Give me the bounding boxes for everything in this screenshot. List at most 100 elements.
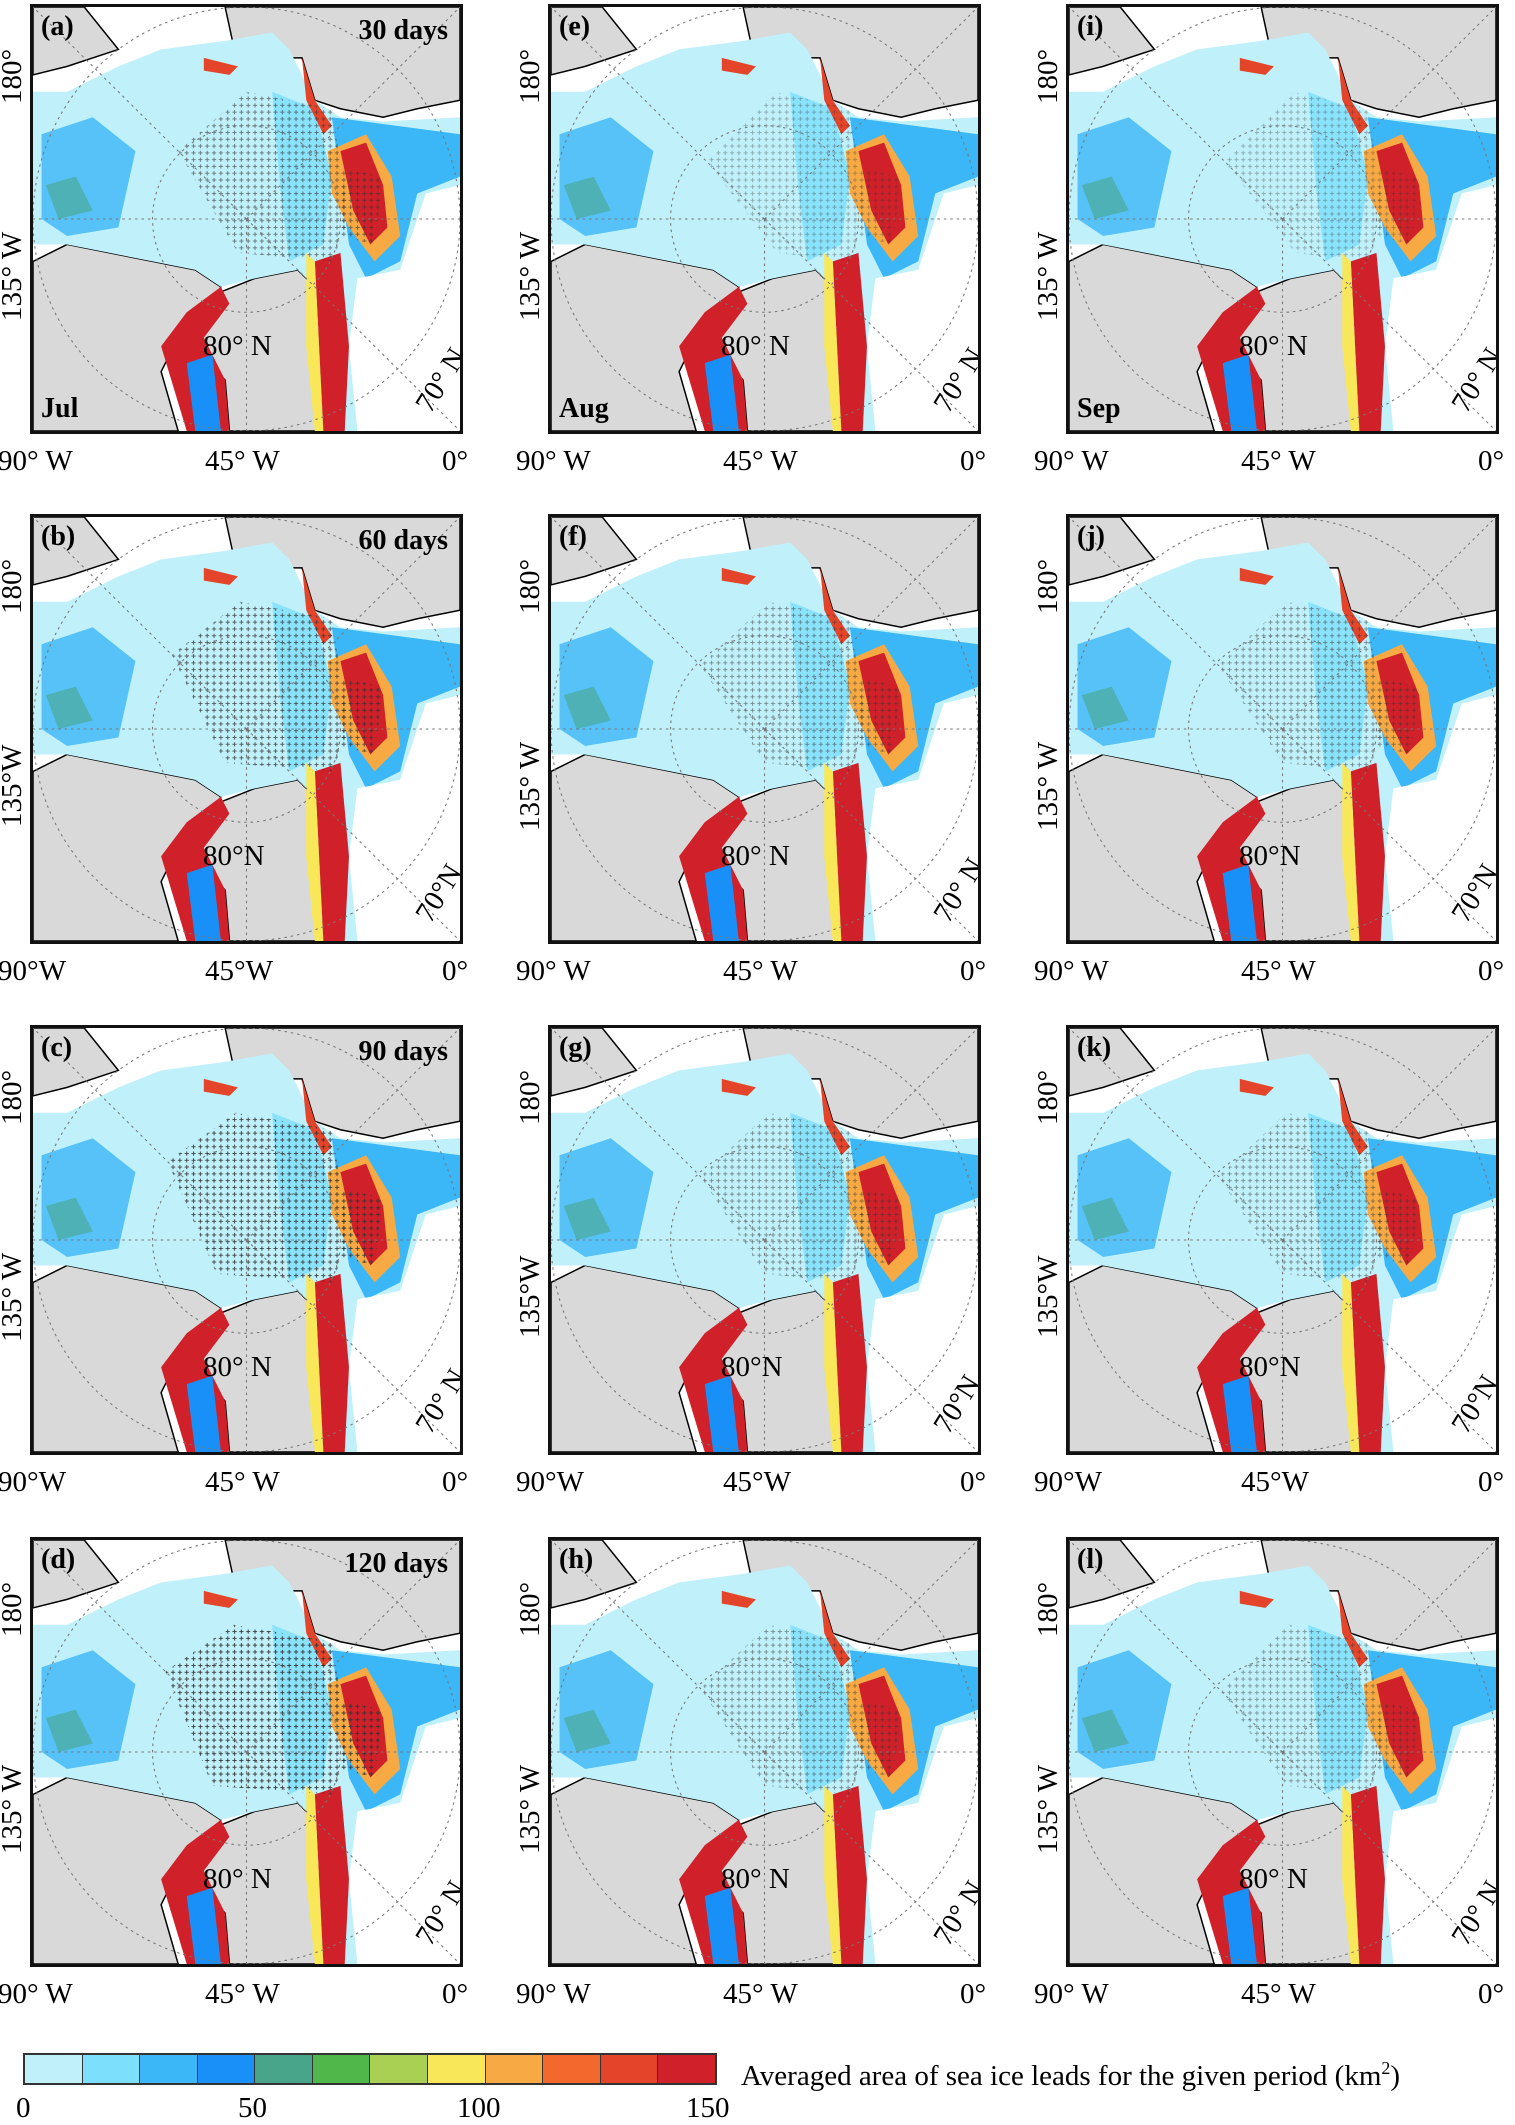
lon-90w-label: 90° W: [0, 1978, 73, 2010]
lon-45w-label: 45° W: [723, 445, 798, 477]
lon-45w-label: 45° W: [205, 1466, 280, 1498]
map-frame: (a) 30 days Jul 80° N 70° N: [30, 4, 463, 434]
lon-0-label: 0°: [960, 955, 987, 987]
lon-90w-label: 90° W: [0, 445, 73, 477]
lon-135w-label: 135° W: [1032, 231, 1064, 321]
panel-label: (k): [1077, 1032, 1112, 1063]
map-frame: (e) Aug 80° N 70° N: [548, 4, 981, 434]
ice-green-patch: [563, 1709, 611, 1752]
no-data-area: [866, 1206, 978, 1452]
colorbar-bin-11: [658, 2055, 715, 2083]
panel-h: (h) 80° N 70° N 180° 135° W 90° W 45° W …: [514, 1537, 986, 2009]
lead-band-fram-edge: [824, 1273, 842, 1452]
panel-label: (d): [41, 1544, 76, 1575]
panel-label: (i): [1077, 11, 1104, 42]
graticule: [551, 517, 978, 941]
lon-180-label: 180°: [0, 558, 28, 614]
map-frame: (c) 90 days 80° N 70° N: [30, 1025, 463, 1455]
period-label: 30 days: [358, 15, 448, 46]
ice-green-patch: [45, 1197, 93, 1240]
lon-0-label: 0°: [960, 1466, 987, 1498]
lon-180-label: 180°: [1032, 1069, 1064, 1125]
lon-90w-label: 90° W: [1034, 955, 1109, 987]
panel-label: (e): [559, 11, 591, 42]
land-alaska: [551, 517, 638, 586]
land-alaska: [33, 517, 120, 586]
lon-0-label: 0°: [442, 1466, 469, 1498]
ice-green-patch: [563, 176, 611, 219]
stipple-region: [1220, 1624, 1385, 1795]
lead-band-laptev: [721, 1590, 756, 1608]
panel-b: (b) 60 days 80°N 70°N 180° 135°W 90°W 45…: [0, 514, 468, 986]
graticule: [1069, 1028, 1496, 1452]
land-alaska: [551, 1028, 638, 1097]
baffin-ice: [1222, 1375, 1257, 1452]
colorbar-label-text: Averaged area of sea ice leads for the g…: [741, 2059, 1382, 2092]
lead-band-fram: [832, 1273, 867, 1452]
map-frame: (h) 80° N 70° N: [548, 1537, 981, 1967]
lon-45w-label: 45° W: [1241, 955, 1316, 987]
lon-135w-label: 135°W: [514, 1255, 546, 1338]
stipple-region: [1376, 1189, 1420, 1266]
lon-90w-label: 90° W: [1034, 1978, 1109, 2010]
map-frame: (g) 80°N 70°N: [548, 1025, 981, 1455]
stipple-region: [340, 168, 384, 245]
colorbar-tick-100: 100: [457, 2092, 501, 2124]
lat-80-label: 80°N: [1239, 840, 1301, 872]
map-frame: (l) 80° N 70° N: [1066, 1537, 1499, 1967]
lead-band-laptev: [1239, 567, 1274, 585]
lon-90w-label: 90° W: [516, 1978, 591, 2010]
month-label: Aug: [559, 393, 609, 424]
baffin-ice: [1222, 354, 1257, 431]
lead-band-laptev: [1239, 1078, 1274, 1096]
stipple-region: [858, 168, 902, 245]
lead-band-fram: [1350, 252, 1385, 431]
land-alaska: [1069, 1028, 1156, 1097]
lon-90w-label: 90°W: [1034, 1466, 1102, 1498]
graticule: [551, 7, 978, 431]
baffin-ice: [186, 864, 221, 941]
lead-band-fram: [314, 762, 349, 941]
map-d: [33, 1540, 460, 1964]
panel-f: (f) 80° N 70° N 180° 135° W 90° W 45° W …: [514, 514, 986, 986]
colorbar-label-sup: 2: [1381, 2058, 1391, 2078]
colorbar-bin-0: [25, 2055, 83, 2083]
lat-80-label: 80°N: [721, 1351, 783, 1383]
stipple-region: [858, 1189, 902, 1266]
stipple-region: [858, 1701, 902, 1778]
lat-80-label: 80° N: [1239, 330, 1308, 362]
lat-80-label: 80° N: [721, 330, 790, 362]
lon-180-label: 180°: [1032, 558, 1064, 614]
lead-band-fram: [1350, 1273, 1385, 1452]
graticule: [551, 1540, 978, 1964]
panel-l: (l) 80° N 70° N 180° 135° W 90° W 45° W …: [1032, 1537, 1504, 2009]
graticule: [1069, 1540, 1496, 1964]
lon-0-label: 0°: [442, 1978, 469, 2010]
map-i: [1069, 7, 1496, 431]
lon-90w-label: 90° W: [516, 445, 591, 477]
lead-band-fram-edge: [306, 252, 324, 431]
lon-180-label: 180°: [1032, 1581, 1064, 1637]
ice-green-patch: [1081, 1197, 1129, 1240]
no-data-area: [348, 695, 460, 941]
map-frame: (i) Sep 80° N 70° N: [1066, 4, 1499, 434]
stipple-region: [1218, 601, 1385, 772]
lon-0-label: 0°: [1478, 1978, 1505, 2010]
lat-80-label: 80° N: [721, 1863, 790, 1895]
ice-green-patch: [563, 1197, 611, 1240]
month-label: Jul: [41, 393, 79, 424]
lat-80-label: 80° N: [1239, 1863, 1308, 1895]
colorbar-label: Averaged area of sea ice leads for the g…: [741, 2058, 1400, 2093]
lon-0-label: 0°: [1478, 955, 1505, 987]
period-label: 120 days: [344, 1548, 448, 1579]
stipple-region: [340, 678, 384, 755]
colorbar: [23, 2053, 717, 2085]
panel-k: (k) 80°N 70°N 180° 135°W 90°W 45°W 0°: [1032, 1025, 1504, 1497]
stipple-region: [706, 91, 867, 262]
lon-135w-label: 135° W: [514, 1764, 546, 1854]
no-data-area: [866, 695, 978, 941]
period-label: 60 days: [358, 525, 448, 556]
map-frame: (b) 60 days 80°N 70°N: [30, 514, 463, 944]
lead-band-laptev: [721, 57, 756, 75]
map-k: [1069, 1028, 1496, 1452]
